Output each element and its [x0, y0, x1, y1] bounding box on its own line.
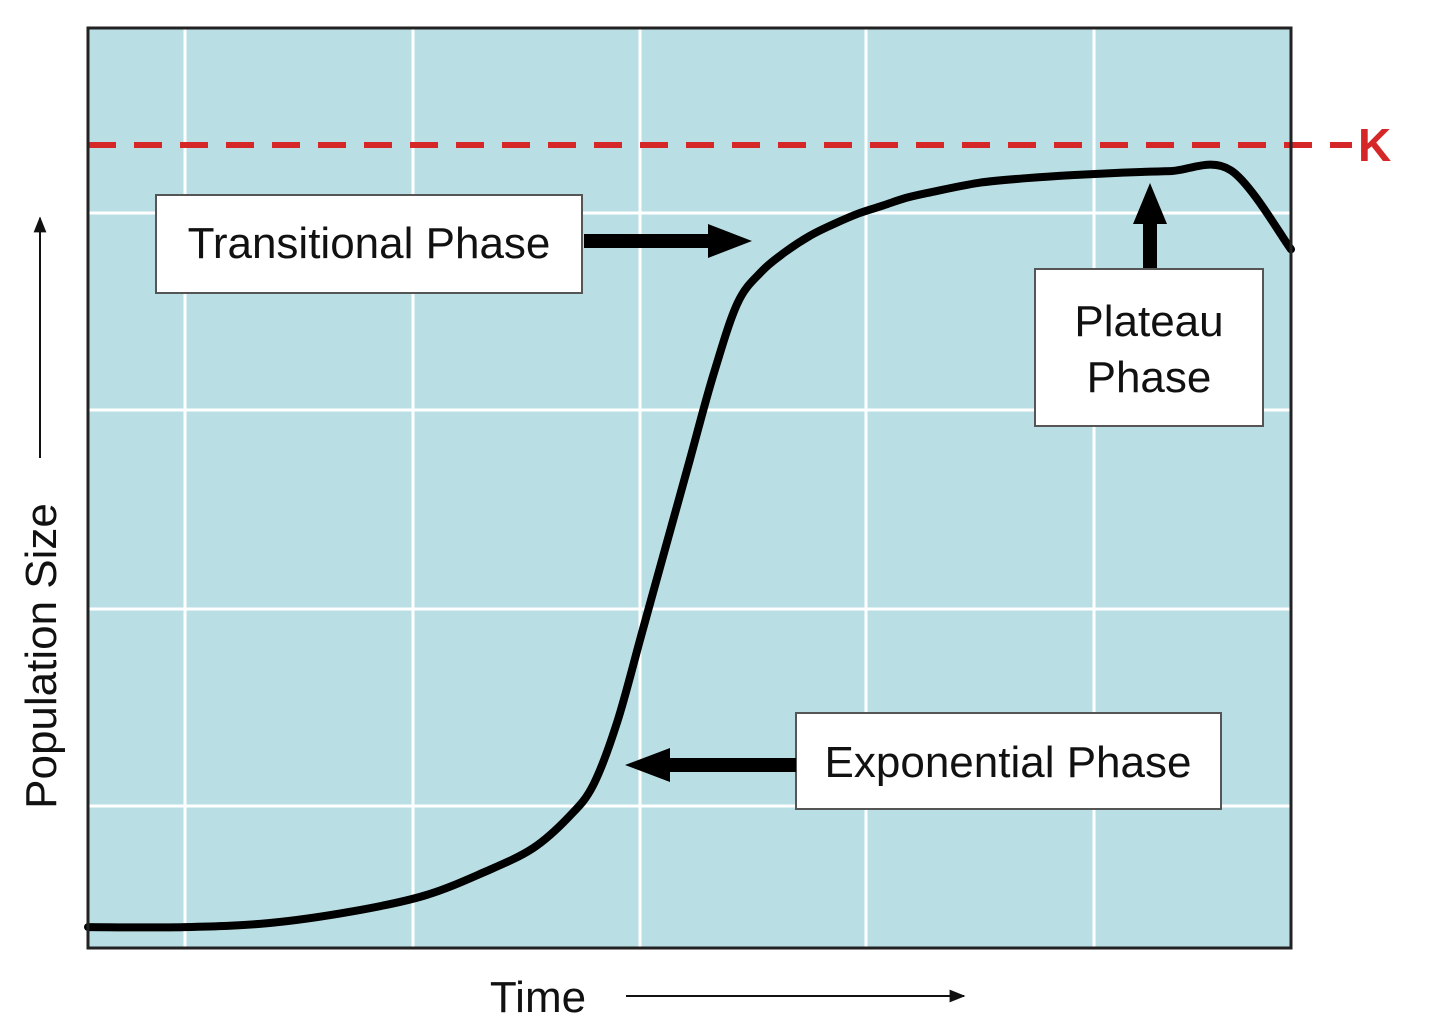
plateau-arrow-head: [1133, 183, 1167, 224]
exponential-phase-annotation: Exponential Phase: [625, 712, 1222, 810]
plateau-phase-label-line2: Phase: [1087, 353, 1212, 402]
exponential-arrow-head: [625, 748, 670, 782]
population-curve: [84, 160, 1295, 932]
plateau-phase-annotation: Plateau Phase: [1034, 183, 1264, 427]
transitional-phase-label: Transitional Phase: [188, 219, 551, 268]
plateau-arrow-shaft: [1143, 222, 1157, 270]
plateau-phase-label-line1: Plateau: [1074, 297, 1223, 346]
exponential-arrow-shaft: [668, 758, 796, 772]
k-label: K: [1358, 119, 1391, 171]
y-axis-label: Population Size: [17, 503, 66, 809]
transitional-phase-box: [155, 194, 583, 294]
transitional-arrow-shaft: [584, 234, 710, 248]
x-axis-label: Time: [490, 973, 586, 1022]
exponential-phase-label: Exponential Phase: [825, 738, 1192, 787]
transitional-phase-annotation: Transitional Phase: [155, 194, 752, 294]
plateau-phase-box: [1034, 268, 1264, 427]
transitional-arrow-head: [708, 224, 752, 258]
plot-frame: [86, 26, 1293, 950]
